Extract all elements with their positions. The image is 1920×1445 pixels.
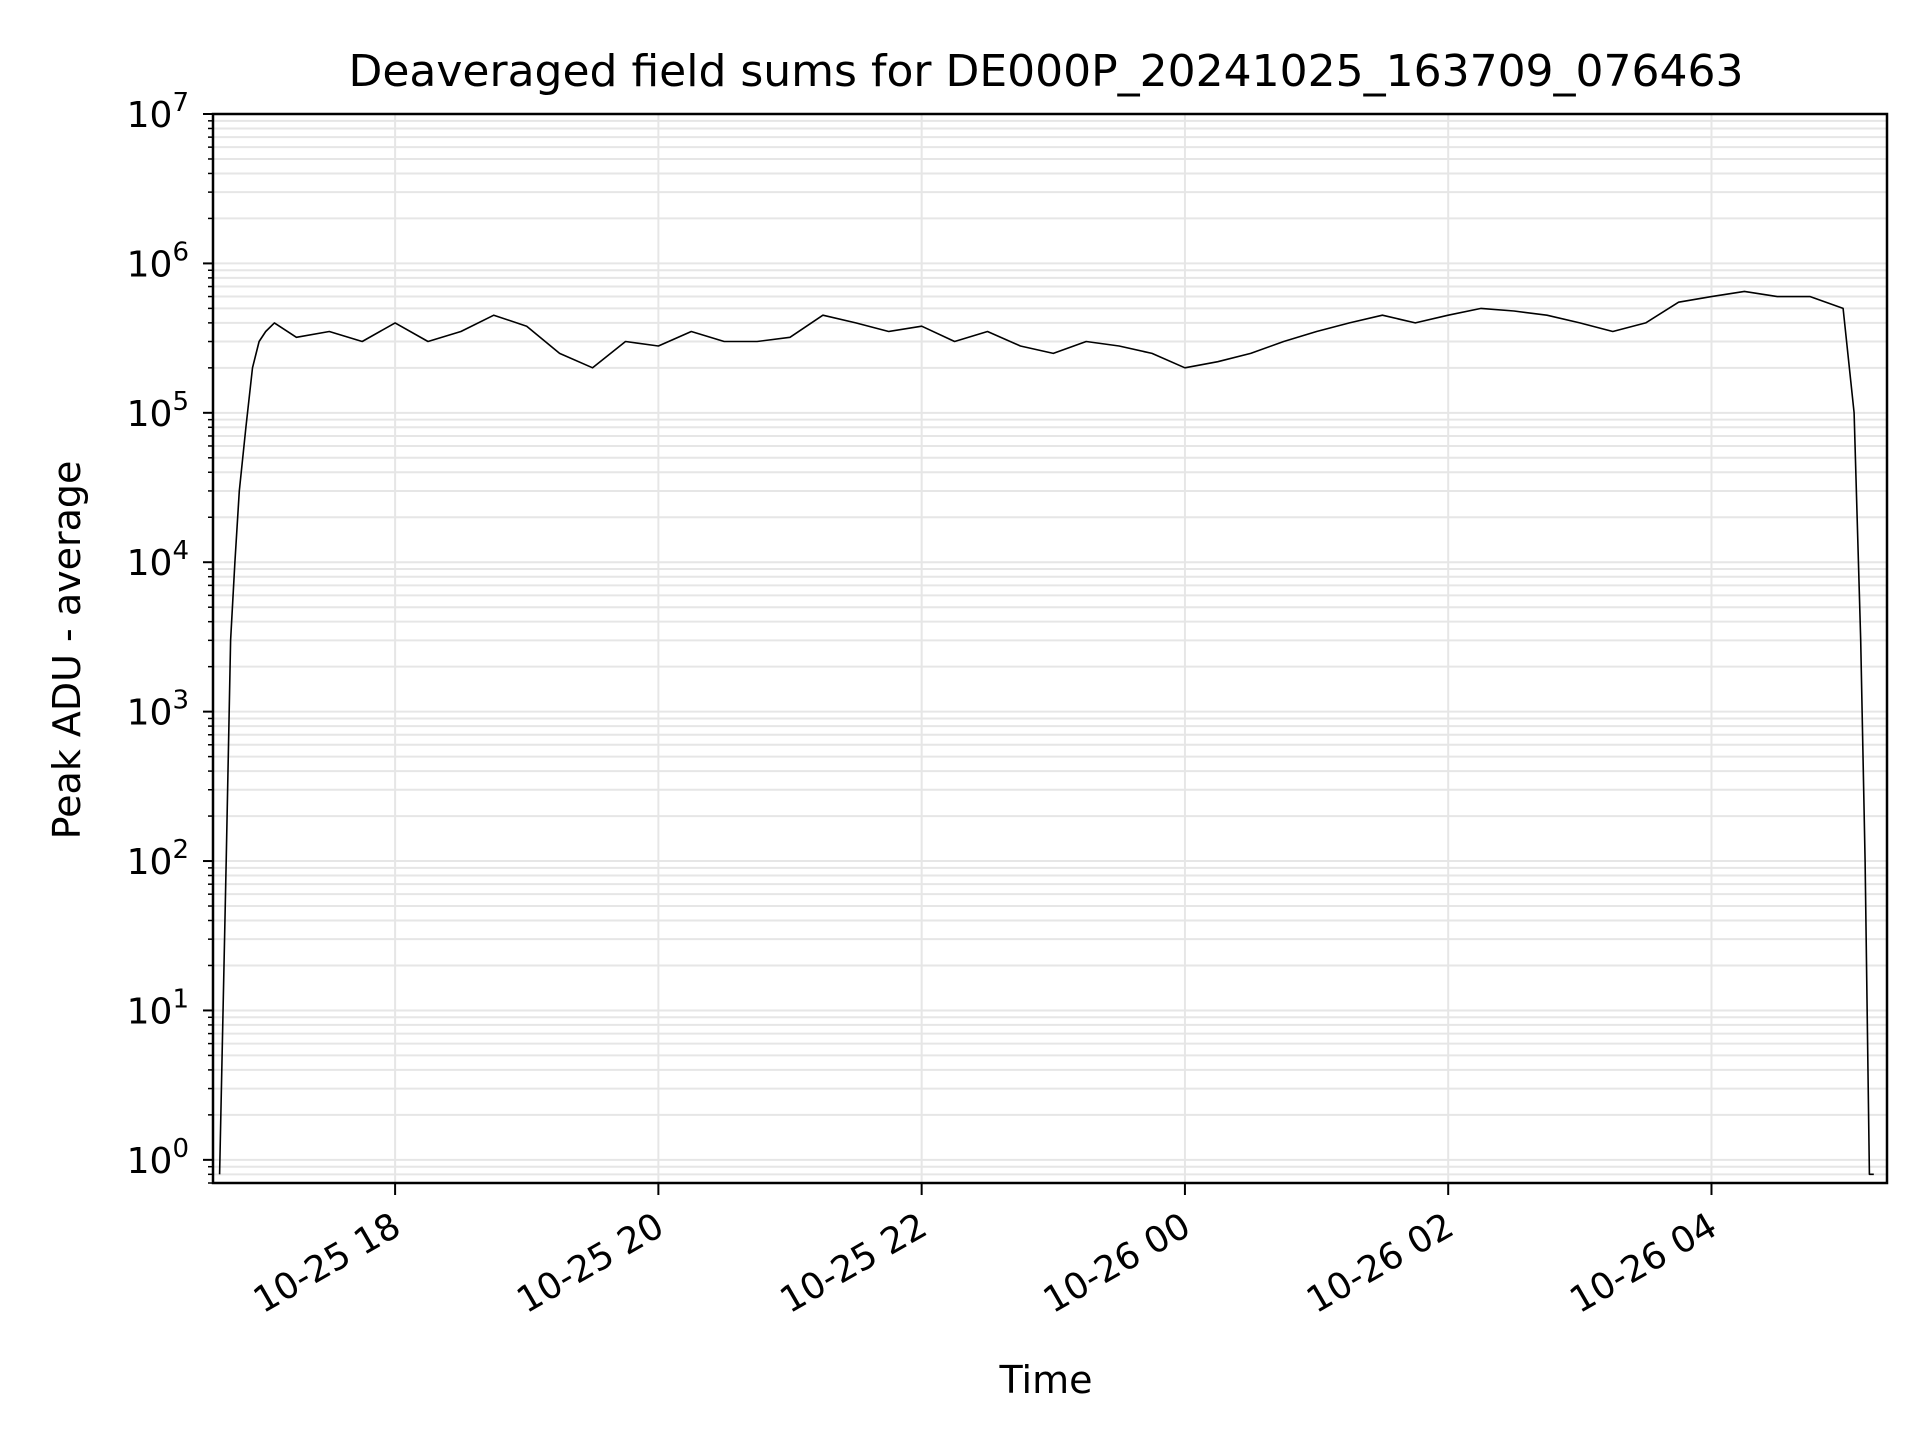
- plot-frame: [211, 112, 1889, 1185]
- grid-lines: [213, 114, 1887, 1184]
- y-tick-label: 100: [127, 1134, 189, 1182]
- y-tick-label: 107: [127, 88, 189, 136]
- series-line: [218, 290, 1874, 1176]
- x-axis-label: Time: [999, 1358, 1093, 1402]
- x-tick-label: 10-26 00: [1037, 1205, 1198, 1321]
- y-tick-label: 101: [127, 984, 189, 1032]
- y-axis-label: Peak ADU - average: [45, 461, 89, 840]
- y-tick-label: 102: [127, 835, 189, 883]
- chart-title: Deaveraged field sums for DE000P_2024102…: [348, 46, 1743, 97]
- axis-ticks: 100 101 102 103 104 105 106 107 10-25 18 10-25 20…: [127, 88, 1724, 1322]
- y-tick-label: 106: [127, 237, 189, 285]
- x-tick-label: 10-26 02: [1300, 1205, 1461, 1321]
- x-tick-label: 10-25 18: [247, 1205, 408, 1321]
- x-tick-label: 10-26 04: [1563, 1205, 1724, 1321]
- series-layer: [218, 290, 1874, 1176]
- y-tick-label: 104: [127, 536, 189, 584]
- x-tick-label: 10-25 22: [773, 1205, 934, 1321]
- y-tick-label: 103: [127, 686, 189, 734]
- x-tick-label: 10-25 20: [510, 1205, 671, 1321]
- y-tick-label: 105: [127, 387, 189, 435]
